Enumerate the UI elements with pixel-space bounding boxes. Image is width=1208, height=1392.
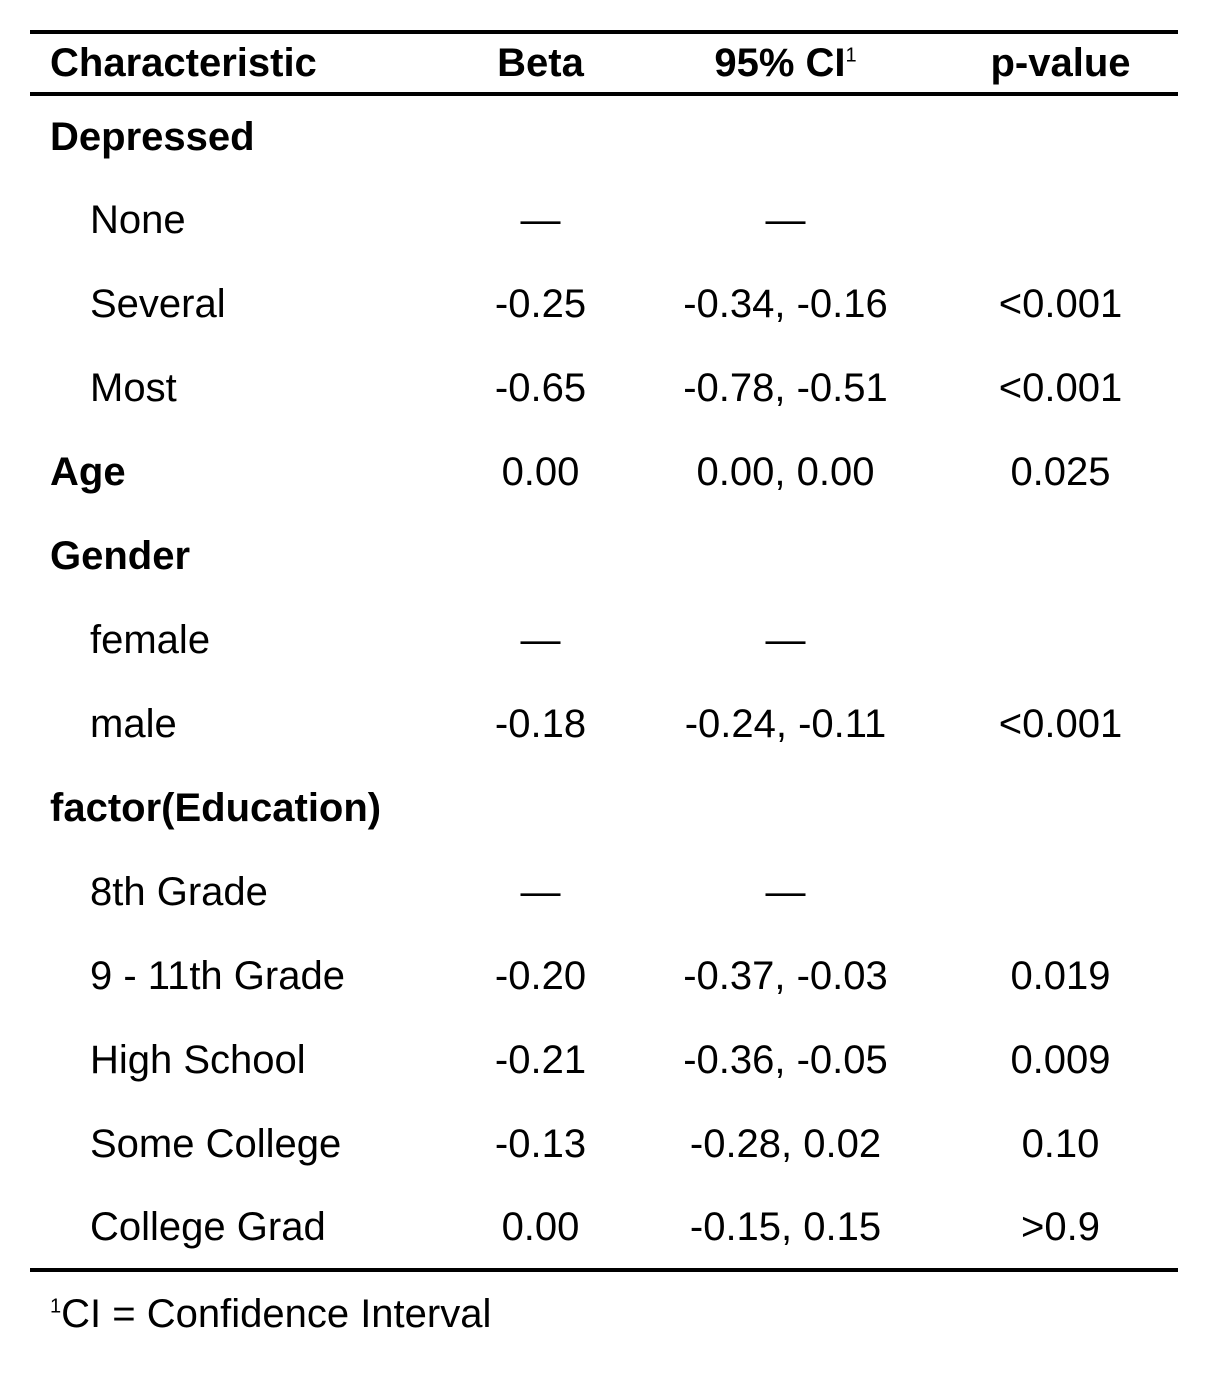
table-row: Some College -0.13 -0.28, 0.02 0.10 — [30, 1102, 1178, 1186]
cell-ci: — — [765, 197, 806, 242]
header-row: Characteristic Beta 95% CI1 p-value — [30, 32, 1178, 94]
cell-beta: -0.65 — [494, 365, 587, 410]
footnote-text: CI = Confidence Interval — [61, 1292, 492, 1336]
cell-beta: -0.20 — [494, 953, 587, 998]
table-row: None — — — [30, 178, 1178, 262]
cell-beta — [453, 94, 628, 178]
cell-ci: -0.37, -0.03 — [683, 953, 888, 998]
cell-characteristic: Age — [50, 449, 126, 494]
cell-beta: 0.00 — [501, 449, 580, 494]
cell-ci — [628, 514, 943, 598]
cell-beta — [453, 766, 628, 850]
cell-ci: 0.00, 0.00 — [696, 449, 875, 494]
table-row: 8th Grade — — — [30, 850, 1178, 934]
cell-characteristic: Several — [90, 281, 226, 326]
cell-characteristic: male — [90, 701, 177, 746]
cell-characteristic: None — [90, 197, 186, 242]
header-ci-footnote-mark: 1 — [845, 44, 857, 67]
table-row: College Grad 0.00 -0.15, 0.15 >0.9 — [30, 1186, 1178, 1270]
cell-characteristic: College Grad — [90, 1204, 326, 1249]
table-header: Characteristic Beta 95% CI1 p-value — [30, 32, 1178, 94]
cell-pvalue: 0.025 — [1010, 449, 1111, 494]
cell-ci: -0.15, 0.15 — [689, 1204, 882, 1249]
cell-ci: -0.78, -0.51 — [683, 365, 888, 410]
cell-characteristic: 8th Grade — [90, 869, 268, 914]
header-beta: Beta — [497, 40, 584, 85]
header-ci: 95% CI1 — [628, 32, 943, 94]
footnote-mark: 1 — [50, 1295, 62, 1318]
table-row: Most -0.65 -0.78, -0.51 <0.001 — [30, 346, 1178, 430]
cell-pvalue: 0.10 — [1021, 1121, 1100, 1166]
cell-characteristic: 9 - 11th Grade — [90, 953, 345, 998]
cell-characteristic: High School — [90, 1037, 306, 1082]
cell-beta: -0.18 — [494, 701, 587, 746]
cell-pvalue — [943, 514, 1178, 598]
table-row: female — — — [30, 598, 1178, 682]
cell-characteristic: factor(Education) — [50, 785, 382, 830]
cell-beta: -0.21 — [494, 1037, 587, 1082]
header-characteristic: Characteristic — [50, 40, 317, 85]
cell-pvalue: 0.009 — [1010, 1037, 1111, 1082]
cell-pvalue: 0.019 — [1010, 953, 1111, 998]
cell-pvalue — [943, 598, 1178, 682]
cell-pvalue — [943, 178, 1178, 262]
table-row: Several -0.25 -0.34, -0.16 <0.001 — [30, 262, 1178, 346]
cell-beta: — — [520, 617, 561, 662]
cell-ci: -0.36, -0.05 — [683, 1037, 888, 1082]
cell-ci: -0.24, -0.11 — [684, 701, 887, 746]
cell-characteristic: Some College — [90, 1121, 342, 1166]
table-row: male -0.18 -0.24, -0.11 <0.001 — [30, 682, 1178, 766]
cell-beta: — — [520, 869, 561, 914]
cell-beta: -0.25 — [494, 281, 587, 326]
header-ci-label: 95% CI — [714, 40, 846, 85]
cell-characteristic: Gender — [50, 533, 191, 578]
cell-beta: 0.00 — [501, 1204, 580, 1249]
cell-pvalue — [943, 94, 1178, 178]
regression-table-container: Characteristic Beta 95% CI1 p-value Depr… — [30, 30, 1178, 1272]
cell-ci: -0.34, -0.16 — [683, 281, 888, 326]
cell-beta: -0.13 — [494, 1121, 587, 1166]
table-footnote: 1CI = Confidence Interval — [50, 1292, 491, 1337]
table-body: Depressed None — — Several -0.25 -0.34, -0.16 <… — [30, 94, 1178, 1270]
cell-ci: -0.28, 0.02 — [689, 1121, 882, 1166]
cell-pvalue: <0.001 — [998, 365, 1123, 410]
cell-pvalue: >0.9 — [1021, 1204, 1100, 1249]
table-row: factor(Education) — [30, 766, 1178, 850]
table-row: Depressed — [30, 94, 1178, 178]
cell-characteristic: Depressed — [50, 114, 255, 159]
cell-characteristic: female — [90, 617, 211, 662]
table-row: Gender — [30, 514, 1178, 598]
table-row: Age 0.00 0.00, 0.00 0.025 — [30, 430, 1178, 514]
regression-table: Characteristic Beta 95% CI1 p-value Depr… — [30, 30, 1178, 1272]
cell-pvalue — [943, 850, 1178, 934]
cell-pvalue: <0.001 — [998, 281, 1123, 326]
cell-ci — [628, 94, 943, 178]
table-row: High School -0.21 -0.36, -0.05 0.009 — [30, 1018, 1178, 1102]
cell-ci: — — [765, 869, 806, 914]
table-row: 9 - 11th Grade -0.20 -0.37, -0.03 0.019 — [30, 934, 1178, 1018]
header-pvalue: p-value — [990, 40, 1131, 85]
cell-ci — [628, 766, 943, 850]
cell-ci: — — [765, 617, 806, 662]
cell-beta — [453, 514, 628, 598]
cell-pvalue: <0.001 — [998, 701, 1123, 746]
cell-beta: — — [520, 197, 561, 242]
cell-pvalue — [943, 766, 1178, 850]
cell-characteristic: Most — [90, 365, 177, 410]
